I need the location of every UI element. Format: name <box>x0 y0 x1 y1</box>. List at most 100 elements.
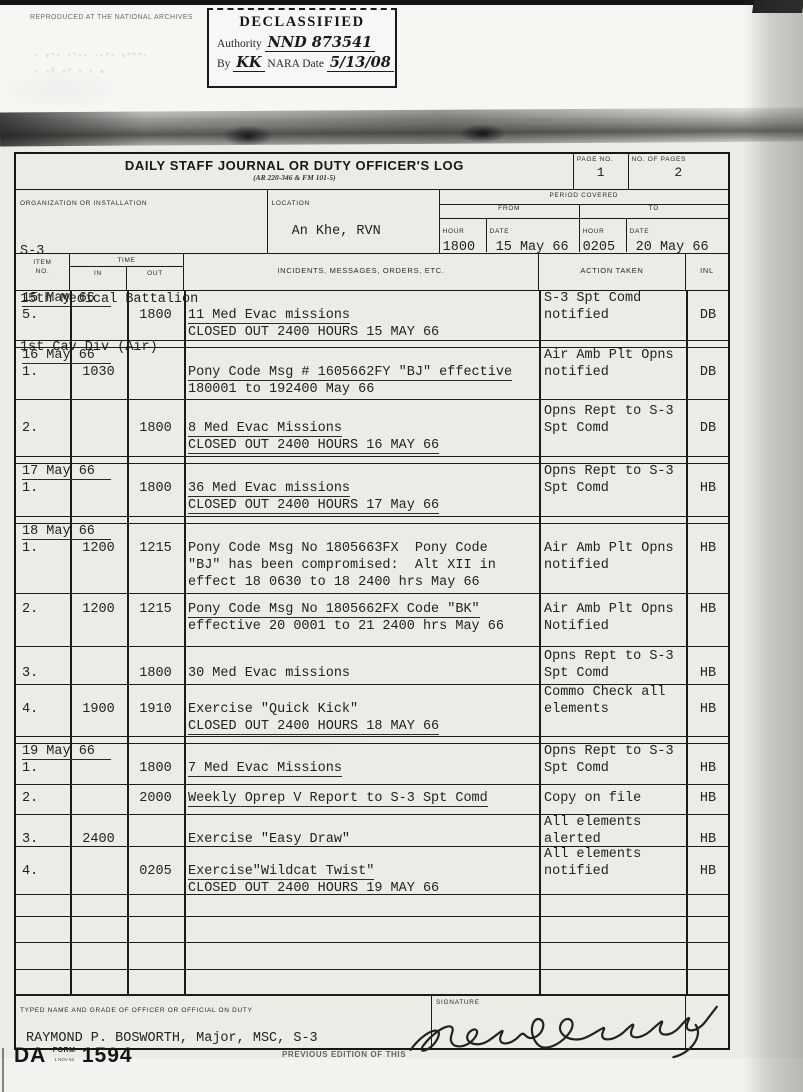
column-divider <box>127 291 129 340</box>
form-title: DAILY STAFF JOURNAL OR DUTY OFFICER'S LO… <box>124 158 464 173</box>
action-taken-text: Air Amb Plt Opns <box>544 541 674 556</box>
form-title-cell: DAILY STAFF JOURNAL OR DUTY OFFICER'S LO… <box>16 154 574 189</box>
action-taken-text: S-3 Spt Comd <box>544 291 642 306</box>
column-divider <box>70 594 72 646</box>
log-table-header: ITEM NO. TIME IN OUT INCIDENTS, MESSAGES… <box>16 254 728 291</box>
item-no: 2. <box>22 791 39 806</box>
column-divider <box>184 685 186 736</box>
incident-text: CLOSED OUT 2400 HOURS 16 MAY 66 <box>188 438 440 454</box>
typed-name-value: RAYMOND P. BOSWORTH, Major, MSC, S-3 <box>26 1031 318 1046</box>
log-line: 4. 0205 Exercise"Wildcat Twist" notified HB <box>16 864 728 881</box>
authority-value-handwritten: NND 873541 <box>264 34 376 52</box>
column-divider <box>70 400 72 456</box>
column-divider <box>184 464 186 516</box>
log-empty-row <box>16 341 728 348</box>
initials: HB <box>699 702 717 717</box>
by-value-handwritten: KK <box>233 54 265 72</box>
form-number: 1594 <box>81 1044 133 1067</box>
item-no-header: ITEM NO. <box>16 254 70 290</box>
from-hour-value: 1800 <box>442 240 476 255</box>
column-divider <box>539 744 541 784</box>
action-taken-text: alerted <box>544 832 601 847</box>
by-nara-line: By KK NARA Date 5/13/08 <box>217 54 395 72</box>
column-divider <box>686 594 688 646</box>
initials: HB <box>699 761 717 776</box>
action-taken-text: Spt Comd <box>544 481 609 496</box>
column-divider <box>686 847 688 894</box>
typed-name-label: TYPED NAME AND GRADE OF OFFICER OR OFFIC… <box>20 1007 253 1014</box>
column-divider <box>70 847 72 894</box>
column-divider <box>127 524 129 593</box>
column-divider <box>127 815 129 846</box>
column-divider <box>686 815 688 846</box>
declassified-title: DECLASSIFIED <box>239 14 365 30</box>
log-entry-block: 16 May 66 Air Amb Plt Opns 1. 1030 Pony Code… <box>16 348 728 400</box>
column-divider <box>70 524 72 593</box>
location-label: LOCATION <box>271 200 310 207</box>
declassified-stamp: DECLASSIFIED Authority NND 873541 By KK … <box>207 8 397 88</box>
log-entry-block: 15 May 66 S-3 Spt Comd 5. 1800 11 Med Evac m… <box>16 291 728 341</box>
column-divider <box>70 815 72 846</box>
action-taken-text: Spt Comd <box>544 761 609 776</box>
column-divider <box>539 524 541 593</box>
column-divider <box>184 341 186 347</box>
to-label: TO <box>648 205 659 212</box>
log-line: 5. 1800 11 Med Evac missions notified DB <box>16 308 728 325</box>
column-divider <box>686 291 688 340</box>
column-divider <box>70 341 72 347</box>
incident-text: Exercise "Quick Kick" <box>188 702 359 717</box>
from-label: FROM <box>440 205 580 218</box>
location-cell: LOCATION An Khe, RVN <box>268 190 440 253</box>
log-line: 18 May 66 <box>16 524 728 541</box>
column-divider <box>686 457 688 463</box>
time-out: 1800 <box>139 308 172 323</box>
column-divider <box>127 895 129 916</box>
column-divider <box>686 785 688 814</box>
column-divider <box>686 524 688 593</box>
incidents-header: INCIDENTS, MESSAGES, ORDERS, ETC. <box>184 254 539 290</box>
initials: DB <box>699 421 717 436</box>
log-line: 1. 1800 36 Med Evac missions Spt Comd HB <box>16 481 728 498</box>
column-divider <box>686 744 688 784</box>
form-title-row: DAILY STAFF JOURNAL OR DUTY OFFICER'S LO… <box>16 154 728 190</box>
log-entry-block: All elements 3. 2400 Exercise "Easy Draw" al… <box>16 815 728 847</box>
column-divider <box>539 685 541 736</box>
column-divider <box>127 594 129 646</box>
to-hour-value: 0205 <box>582 240 616 255</box>
paper-top-region <box>0 0 803 118</box>
column-divider <box>184 737 186 743</box>
log-entry-block: All elements 4. 0205 Exercise"Wildcat Twist… <box>16 847 728 895</box>
log-line: Opns Rept to S-3 <box>16 404 728 421</box>
date-header: 19 May 66 <box>22 744 111 760</box>
incident-text: Pony Code Msg # 1605662FY "BJ" effective <box>188 365 513 381</box>
column-divider <box>184 847 186 894</box>
log-line: 2. 1800 8 Med Evac Missions Spt Comd DB <box>16 421 728 438</box>
date-header: 15 May 66 <box>22 291 111 307</box>
nara-date-value-handwritten: 5/13/08 <box>326 54 394 72</box>
item-no: 2. <box>22 421 39 436</box>
column-divider <box>539 291 541 340</box>
column-divider <box>70 895 72 916</box>
to-date-label: DATE <box>629 228 650 235</box>
column-divider <box>184 970 186 994</box>
column-divider <box>127 341 129 347</box>
no-of-pages-cell: NO. OF PAGES 2 <box>629 154 728 189</box>
item-no: 2. <box>22 602 39 617</box>
inl-header: INL <box>700 266 714 275</box>
column-divider <box>686 464 688 516</box>
column-divider <box>539 847 541 894</box>
column-divider <box>70 291 72 340</box>
column-divider <box>184 400 186 456</box>
date-header: 18 May 66 <box>22 524 111 540</box>
column-divider <box>127 737 129 743</box>
period-covered-cell: PERIOD COVERED FROM TO HOUR 1800 DATE 15… <box>439 190 728 255</box>
column-divider <box>184 917 186 942</box>
da-form-1594: DAILY STAFF JOURNAL OR DUTY OFFICER'S LO… <box>14 152 730 1059</box>
page-no-value: 1 <box>596 165 605 180</box>
column-divider <box>70 685 72 736</box>
form-footer-row: TYPED NAME AND GRADE OF OFFICER OR OFFIC… <box>16 995 728 1059</box>
time-out: 1800 <box>139 481 172 496</box>
from-hour-label: HOUR <box>442 228 465 235</box>
org-line-1: S-3 <box>20 244 45 259</box>
column-divider <box>184 744 186 784</box>
